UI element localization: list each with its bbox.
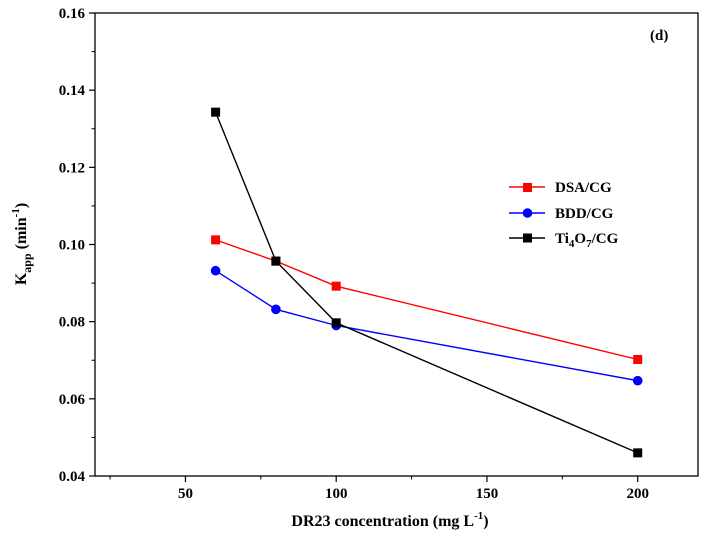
legend-marker-dsa-cg <box>523 183 532 192</box>
x-tick-label: 200 <box>626 486 649 502</box>
y-tick-label: 0.08 <box>59 315 85 331</box>
series-line-bdd-cg <box>215 270 638 382</box>
legend-label-bdd-cg: BDD/CG <box>555 206 614 222</box>
legend: DSA/CG BDD/CG Ti4O7/CG <box>509 180 619 250</box>
x-tick-label: 150 <box>476 486 499 502</box>
data-point-ti4o7-cg <box>331 318 341 328</box>
data-point-dsa-cg <box>331 281 341 291</box>
y-tick-label: 0.14 <box>59 83 86 99</box>
series-line-ti4o7-cg <box>214 111 638 454</box>
y-axis-title: Kapp (min-1) <box>10 203 34 285</box>
y-axis-ticks: 0.04 0.06 0.08 0.10 0.12 0.14 0.16 <box>59 6 95 485</box>
y-tick-label: 0.06 <box>59 392 86 408</box>
y-tick-label: 0.10 <box>59 238 85 254</box>
data-point-bdd-cg <box>271 304 281 315</box>
legend-label-ti4o7-cg: Ti4O7/CG <box>555 231 619 250</box>
series-line-dsa-cg <box>215 239 638 361</box>
data-point-dsa-cg <box>211 235 221 245</box>
data-point-ti4o7-cg <box>271 256 281 266</box>
y-tick-label: 0.04 <box>59 469 86 485</box>
panel-label: (d) <box>650 28 668 44</box>
series-layer <box>210 107 643 458</box>
x-tick-label: 100 <box>325 486 348 502</box>
legend-marker-ti4o7-cg <box>523 233 532 243</box>
data-point-ti4o7-cg <box>633 448 643 458</box>
x-tick-label: 50 <box>178 486 193 502</box>
legend-label-dsa-cg: DSA/CG <box>555 180 612 196</box>
data-point-ti4o7-cg <box>211 107 221 117</box>
y-tick-label: 0.16 <box>59 6 86 22</box>
x-axis-ticks: 50 100 150 200 <box>109 476 649 502</box>
legend-item-dsa-cg: DSA/CG <box>509 180 612 196</box>
x-axis-title: DR23 concentration (mg L-1) <box>291 510 488 530</box>
legend-marker-bdd-cg <box>522 208 533 218</box>
data-point-bdd-cg <box>632 375 643 386</box>
y-tick-label: 0.12 <box>59 160 85 176</box>
data-point-bdd-cg <box>210 265 221 276</box>
data-point-dsa-cg <box>633 354 643 364</box>
legend-item-ti4o7-cg: Ti4O7/CG <box>509 231 619 250</box>
legend-item-bdd-cg: BDD/CG <box>509 206 614 222</box>
